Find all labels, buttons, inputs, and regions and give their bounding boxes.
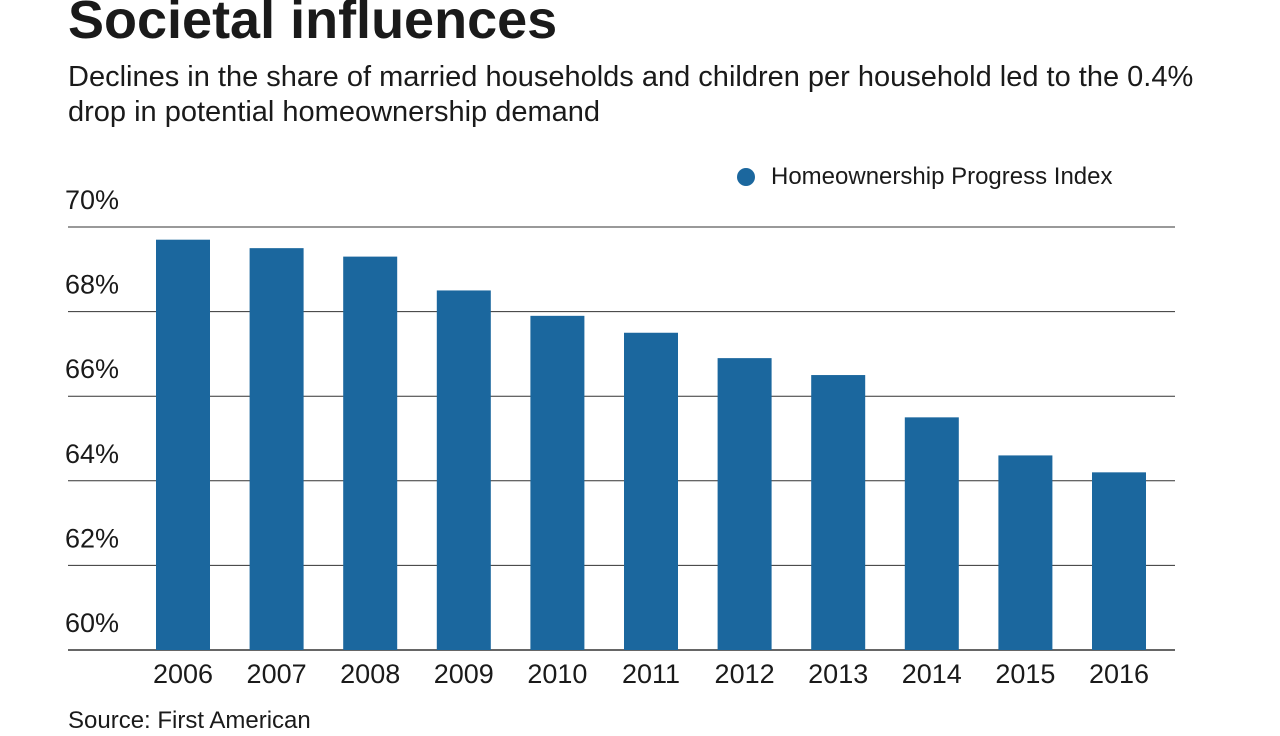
source-note: Source: First American (68, 707, 311, 734)
bar-2015 (998, 455, 1053, 650)
bars (156, 239, 1146, 650)
bar-2014 (904, 417, 959, 650)
bar-2016 (1092, 472, 1146, 650)
y-tick-label: 60% (65, 608, 119, 638)
bar-2010 (530, 315, 585, 650)
bar-2008 (343, 256, 398, 650)
x-axis-labels: 2006 2007 2008 2009 2010 2011 2012 2013 2014 2015… (153, 659, 1149, 689)
chart-title: Societal influences (68, 0, 558, 50)
y-tick-label: 70% (65, 185, 119, 215)
x-tick-label: 2014 (902, 659, 962, 689)
x-tick-label: 2006 (153, 659, 213, 689)
y-tick-label: 62% (65, 523, 119, 553)
bar-2013 (811, 375, 866, 650)
legend-label: Homeownership Progress Index (771, 163, 1113, 190)
y-tick-label: 64% (65, 439, 119, 469)
x-tick-label: 2012 (715, 659, 775, 689)
y-axis-labels: 60% 62% 64% 66% 68% 70% (65, 185, 119, 638)
chart-subtitle: Declines in the share of married househo… (68, 61, 1194, 128)
y-tick-label: 68% (65, 270, 119, 300)
bar-chart: 60%62%64%66%68%70% 2006 2007 2008 2009 2010 2… (65, 185, 1175, 689)
x-tick-label: 2011 (622, 659, 680, 689)
x-tick-label: 2008 (340, 659, 400, 689)
legend-marker (737, 168, 755, 186)
x-tick-label: 2015 (995, 659, 1055, 689)
y-tick-label: 66% (65, 354, 119, 384)
bar-2011 (624, 332, 678, 650)
x-tick-label: 2009 (434, 659, 494, 689)
bar-2006 (156, 239, 210, 650)
x-tick-label: 2007 (247, 659, 307, 689)
x-tick-label: 2013 (808, 659, 868, 689)
legend: Homeownership Progress Index (737, 162, 1113, 192)
bar-2012 (717, 358, 772, 650)
x-tick-label: 2016 (1089, 659, 1149, 689)
x-tick-label: 2010 (527, 659, 587, 689)
bar-2007 (249, 248, 304, 650)
bar-2009 (436, 290, 491, 650)
